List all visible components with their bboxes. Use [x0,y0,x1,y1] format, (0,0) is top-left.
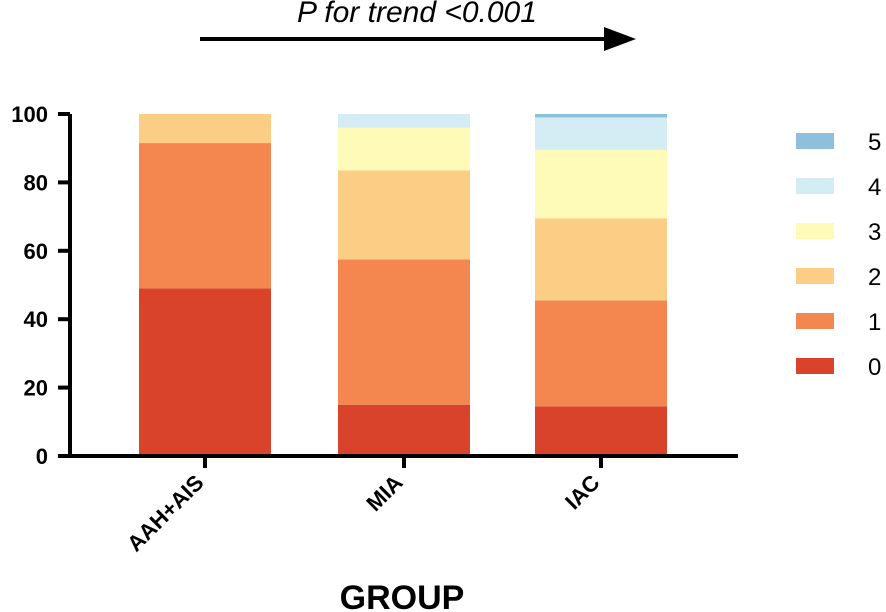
legend-label-4: 4 [868,174,881,201]
bar-IAC-series-0 [535,406,667,456]
bar-IAC-series-5 [535,114,667,118]
y-tick-label-60: 60 [24,239,48,264]
y-tick-label-40: 40 [24,307,48,332]
bar-AAH+AIS-series-1 [139,143,271,289]
legend: 5 4 3 2 1 0 [796,129,881,381]
trend-arrow-head [604,27,636,51]
legend-swatch-5 [796,133,834,149]
trend-annotation-text: P for trend <0.001 [297,0,537,29]
x-category-label-MIA: MIA [361,470,407,516]
legend-label-1: 1 [868,309,881,336]
legend-swatch-2 [796,268,834,284]
bar-AAH+AIS-series-2 [139,114,271,144]
x-category-label-AAH+AIS: AAH+AIS [122,470,208,556]
bar-IAC-series-2 [535,218,667,301]
legend-swatch-1 [796,313,834,329]
bar-IAC-series-1 [535,300,667,407]
bar-IAC-series-3 [535,149,667,219]
y-tick-label-20: 20 [24,376,48,401]
bars-group [139,114,667,456]
y-tick-label-100: 100 [11,102,48,127]
legend-swatch-3 [796,223,834,239]
legend-swatch-0 [796,358,834,374]
bar-MIA-series-0 [338,404,470,456]
x-axis-title: GROUP [340,579,465,612]
legend-label-2: 2 [868,264,881,291]
bar-MIA-series-3 [338,127,470,171]
y-tick-label-80: 80 [24,170,48,195]
x-category-label-IAC: IAC [560,470,605,515]
y-tick-label-0: 0 [36,444,48,469]
legend-label-5: 5 [868,129,881,156]
bar-MIA-series-2 [338,170,470,260]
trend-annotation: P for trend <0.001 [200,0,636,51]
bar-AAH+AIS-series-0 [139,288,271,456]
bar-IAC-series-4 [535,117,667,150]
bar-MIA-series-1 [338,259,470,405]
legend-swatch-4 [796,178,834,194]
legend-label-3: 3 [868,219,881,246]
bar-MIA-series-4 [338,114,470,128]
legend-label-0: 0 [868,354,881,381]
